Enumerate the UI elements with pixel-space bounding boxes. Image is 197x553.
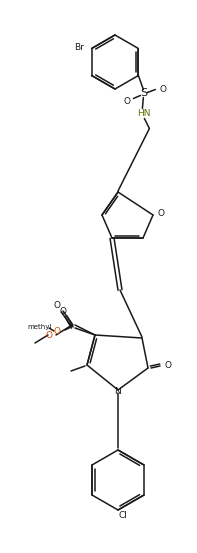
Text: O: O (164, 362, 172, 371)
Text: methyl: methyl (28, 324, 52, 330)
Text: O: O (54, 326, 60, 336)
Text: O: O (54, 301, 60, 310)
Text: Cl: Cl (119, 510, 127, 519)
Text: O: O (46, 331, 52, 340)
Text: N: N (115, 387, 121, 395)
Text: HN: HN (137, 109, 150, 118)
Text: S: S (140, 88, 147, 98)
Text: O: O (124, 97, 131, 106)
Text: O: O (160, 85, 167, 94)
Text: O: O (157, 210, 164, 218)
Text: O: O (59, 306, 67, 316)
Text: Br: Br (74, 43, 84, 52)
